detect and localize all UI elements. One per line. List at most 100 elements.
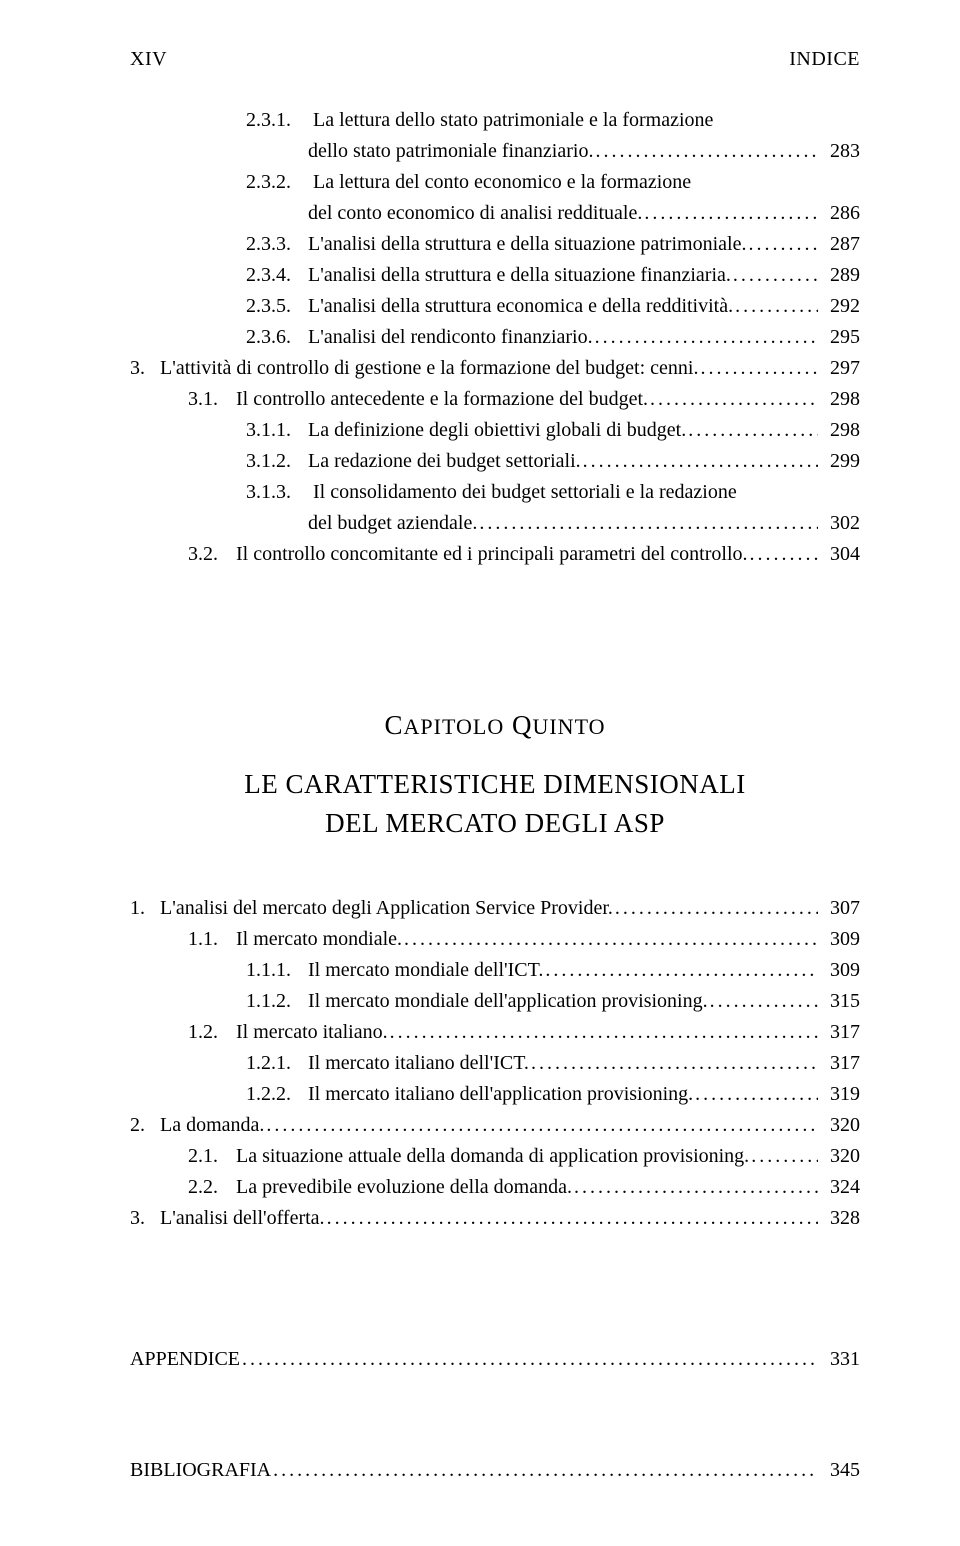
toc-line: 3. L'analisi dell'offerta...............… — [130, 1203, 860, 1234]
toc-text: L'analisi della struttura e della situaz… — [308, 260, 731, 291]
toc-entry: 2.3.6. L'analisi del rendiconto finanzia… — [130, 322, 860, 353]
leader-dots: ........................................… — [479, 508, 818, 539]
toc-text: La definizione degli obiettivi globali d… — [308, 415, 686, 446]
toc-number: 1.2.1. — [246, 1048, 308, 1079]
toc-text: L'analisi del mercato degli Application … — [160, 893, 613, 924]
leader-dots: ........................................… — [583, 446, 818, 477]
leader-dots: ........................................… — [733, 260, 818, 291]
toc-line: 1.2.1. Il mercato italiano dell'ICT.....… — [246, 1048, 860, 1079]
toc-page: 298 — [820, 415, 860, 446]
leader-dots: ........................................… — [644, 198, 818, 229]
leader-dots: ........................................… — [700, 353, 818, 384]
toc-number: 1. — [130, 893, 160, 924]
toc-text: Il mercato italiano dell'ICT. — [308, 1048, 529, 1079]
toc-text: Il consolidamento dei budget settoriali … — [313, 481, 737, 503]
leader-dots: ........................................… — [650, 384, 818, 415]
toc-line: 1.1.2. Il mercato mondiale dell'applicat… — [246, 986, 860, 1017]
toc-line: 2.3.6. L'analisi del rendiconto finanzia… — [246, 322, 860, 353]
toc-page: 320 — [820, 1110, 860, 1141]
toc-page: 304 — [820, 539, 860, 570]
leader-dots: ........................................… — [531, 1048, 818, 1079]
toc-section-top: 2.3.1. La lettura dello stato patrimonia… — [130, 105, 860, 570]
toc-entry: 2.1. La situazione attuale della domanda… — [130, 1141, 860, 1172]
toc-number: 1.2.2. — [246, 1079, 308, 1110]
leader-dots: ........................................… — [751, 1141, 818, 1172]
appendix-entry: APPENDICE ..............................… — [130, 1344, 860, 1375]
toc-entry: 1.1. Il mercato mondiale................… — [130, 924, 860, 955]
toc-number: 3.1.3. — [246, 477, 308, 508]
toc-text: La lettura del conto economico e la form… — [313, 171, 691, 193]
toc-number: 3.2. — [188, 539, 236, 570]
toc-entry: 1.2.2. Il mercato italiano dell'applicat… — [130, 1079, 860, 1110]
toc-number: 3. — [130, 1203, 160, 1234]
leader-dots: ........................................… — [327, 1203, 818, 1234]
toc-page: 309 — [820, 955, 860, 986]
toc-entry: 3.1.3. Il consolidamento dei budget sett… — [130, 477, 860, 539]
toc-text: L'attività di controllo di gestione e la… — [160, 353, 698, 384]
toc-text: Il mercato mondiale. — [236, 924, 402, 955]
toc-line: 3.1.3. Il consolidamento dei budget sett… — [246, 477, 860, 508]
leader-dots: ........................................… — [273, 1455, 818, 1486]
leader-dots: ........................................… — [404, 924, 818, 955]
toc-number: 2.1. — [188, 1141, 236, 1172]
toc-line: 2.3.3. L'analisi della struttura e della… — [246, 229, 860, 260]
toc-number: 3.1.2. — [246, 446, 308, 477]
toc-line: 3. L'attività di controllo di gestione e… — [130, 353, 860, 384]
toc-text: La situazione attuale della domanda di a… — [236, 1141, 749, 1172]
toc-line: 3.1.1. La definizione degli obiettivi gl… — [246, 415, 860, 446]
leader-dots: ........................................… — [595, 322, 818, 353]
toc-text: Il controllo antecedente e la formazione… — [236, 384, 648, 415]
toc-page: 307 — [820, 893, 860, 924]
toc-page: 315 — [820, 986, 860, 1017]
toc-entry: 1. L'analisi del mercato degli Applicati… — [130, 893, 860, 924]
toc-text: La lettura dello stato patrimoniale e la… — [313, 109, 713, 131]
leader-dots: ........................................… — [595, 136, 818, 167]
toc-section-bottom: 1. L'analisi del mercato degli Applicati… — [130, 893, 860, 1234]
toc-text: Il mercato mondiale dell'application pro… — [308, 986, 708, 1017]
leader-dots: ........................................… — [615, 893, 818, 924]
toc-line: 3.1. Il controllo antecedente e la forma… — [188, 384, 860, 415]
toc-entry: 1.1.2. Il mercato mondiale dell'applicat… — [130, 986, 860, 1017]
toc-entry: 2.3.4. L'analisi della struttura e della… — [130, 260, 860, 291]
toc-number: 3. — [130, 353, 160, 384]
toc-entry: 3.2. Il controllo concomitante ed i prin… — [130, 539, 860, 570]
toc-line: 2.1. La situazione attuale della domanda… — [188, 1141, 860, 1172]
toc-page: 286 — [820, 198, 860, 229]
toc-page: 317 — [820, 1048, 860, 1079]
toc-number: 1.1.1. — [246, 955, 308, 986]
toc-number: 2. — [130, 1110, 160, 1141]
toc-number: 2.3.1. — [246, 105, 308, 136]
toc-text: La domanda. — [160, 1110, 264, 1141]
leader-dots: ........................................… — [748, 229, 818, 260]
toc-text: dello stato patrimoniale finanziario. — [308, 136, 593, 167]
leader-dots: ........................................… — [710, 986, 818, 1017]
toc-page: 298 — [820, 384, 860, 415]
toc-line: 2.3.1. La lettura dello stato patrimonia… — [246, 105, 860, 136]
leader-dots: ........................................… — [688, 415, 818, 446]
toc-line: 1. L'analisi del mercato degli Applicati… — [130, 893, 860, 924]
toc-text: La prevedibile evoluzione della domanda. — [236, 1172, 572, 1203]
leader-dots: ........................................… — [695, 1079, 818, 1110]
leader-dots: ........................................… — [735, 291, 818, 322]
toc-page: 319 — [820, 1079, 860, 1110]
toc-entry: 2. La domanda...........................… — [130, 1110, 860, 1141]
toc-page: 283 — [820, 136, 860, 167]
toc-entry: 2.3.3. L'analisi della struttura e della… — [130, 229, 860, 260]
header-page-number: XIV — [130, 48, 167, 71]
toc-line: 2.3.2. La lettura del conto economico e … — [246, 167, 860, 198]
toc-text: Il mercato italiano. — [236, 1017, 388, 1048]
toc-line: del budget aziendale....................… — [246, 508, 860, 539]
toc-page: 324 — [820, 1172, 860, 1203]
toc-entry: 3. L'analisi dell'offerta...............… — [130, 1203, 860, 1234]
leader-dots: ........................................… — [545, 955, 818, 986]
bibliography-page: 345 — [820, 1455, 860, 1486]
leader-dots: ........................................… — [242, 1344, 818, 1375]
toc-text: L'analisi del rendiconto finanziario. — [308, 322, 593, 353]
toc-number: 1.1. — [188, 924, 236, 955]
toc-line: 1.2. Il mercato italiano................… — [188, 1017, 860, 1048]
toc-line: 2. La domanda...........................… — [130, 1110, 860, 1141]
toc-text: La redazione dei budget settoriali. — [308, 446, 581, 477]
toc-number: 2.3.5. — [246, 291, 308, 322]
toc-page: 302 — [820, 508, 860, 539]
toc-page: 309 — [820, 924, 860, 955]
